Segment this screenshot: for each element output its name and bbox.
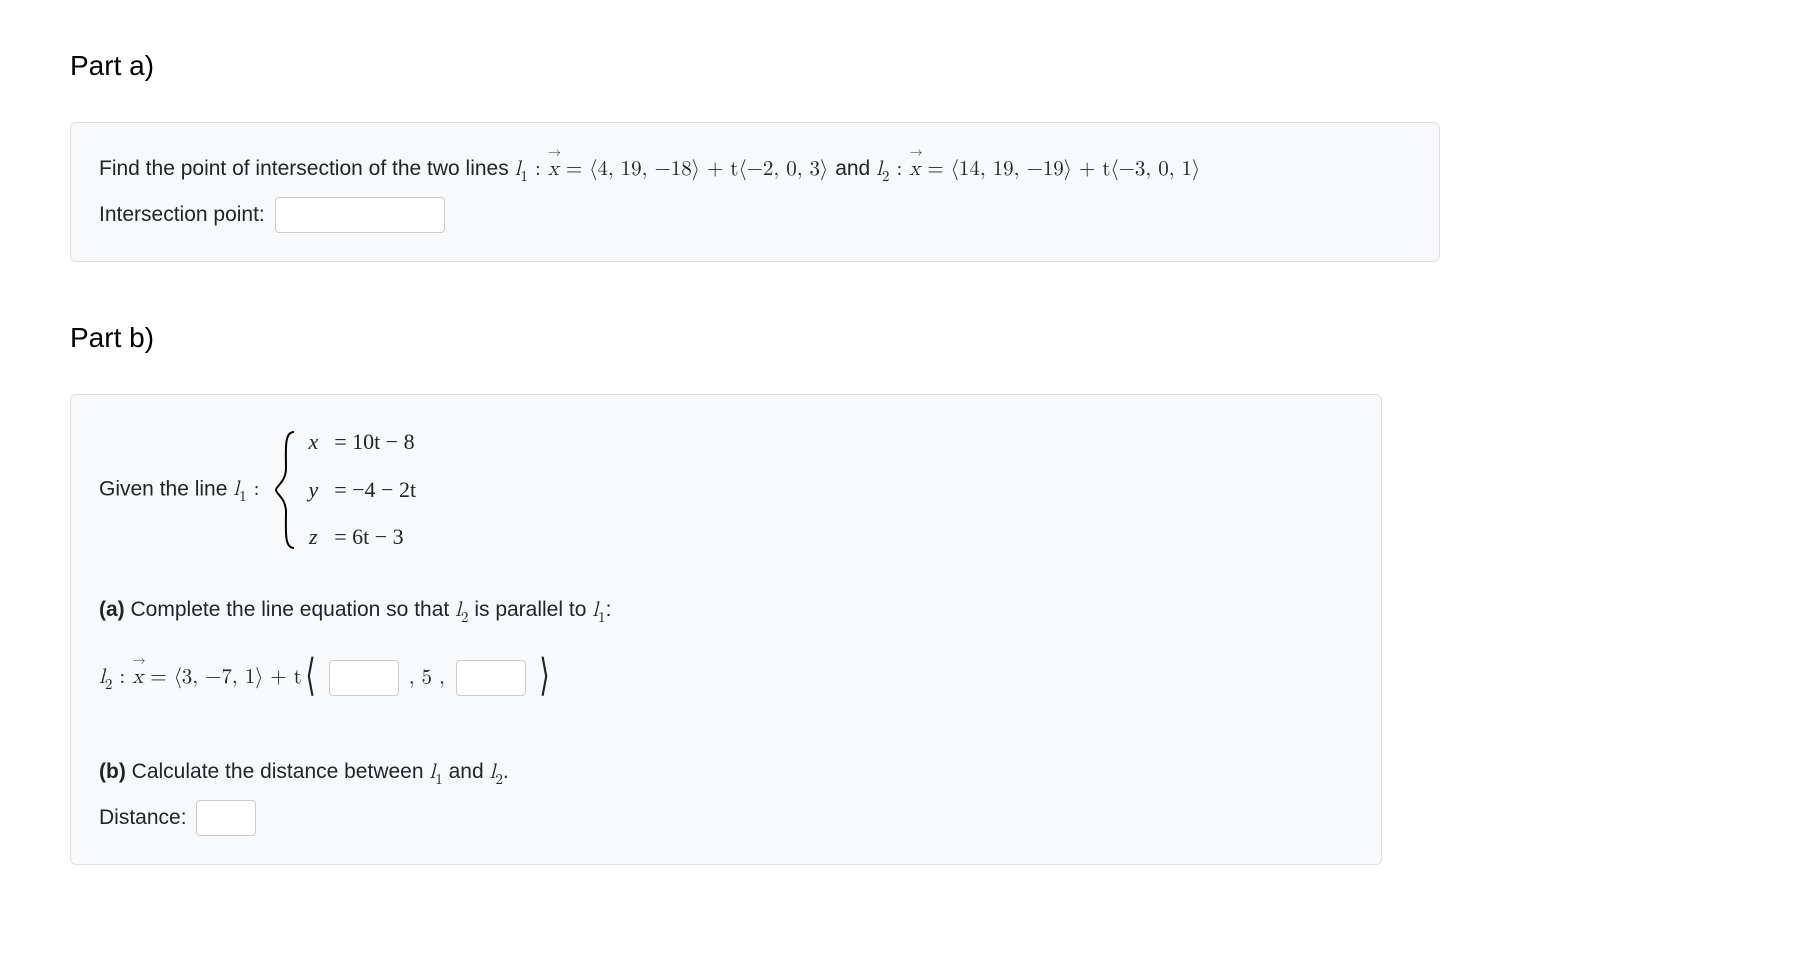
part-a-answer-row: Intersection point: bbox=[99, 195, 1411, 235]
b-l1-sub: 1 bbox=[239, 489, 247, 504]
system-wrap: x = 10t − 8 y = −4 − 2t z = 6t − 3 bbox=[274, 421, 416, 558]
eq-l2: l bbox=[99, 667, 105, 688]
l1-point: ⟨4, 19, −18⟩ bbox=[589, 159, 700, 180]
left-brace-icon bbox=[274, 430, 300, 550]
part-b-qa-equation: l2 : x = ⟨3, −7, 1⟩ + t⟨ , 5 , ⟩ bbox=[99, 636, 1353, 720]
qb-label: (b) bbox=[99, 760, 126, 783]
eq-eq: = bbox=[143, 667, 173, 688]
qb-period: . bbox=[503, 760, 509, 783]
intersection-label: Intersection point: bbox=[99, 203, 271, 226]
part-b-header: Part b) bbox=[70, 322, 1734, 354]
l2-sub: 2 bbox=[882, 169, 890, 184]
part-b-distance-row: Distance: bbox=[99, 798, 1353, 838]
part-b-given-row: Given the line l1 : x = 10t − 8 y = −4 −… bbox=[99, 421, 1353, 558]
qa-l2-sub: 2 bbox=[461, 610, 469, 625]
rangle-icon: ⟩ bbox=[539, 634, 549, 718]
xvec-1: x bbox=[548, 150, 559, 190]
l1-sub: 1 bbox=[520, 169, 528, 184]
mid-value: , 5 , bbox=[409, 667, 452, 688]
eq-xvec: x bbox=[132, 658, 143, 698]
sys-x-rhs: = 10t − 8 bbox=[334, 421, 416, 463]
part-b-box: Given the line l 1 : x = 10t − 8 y = −4 −… bbox=[70, 394, 1382, 865]
distance-input[interactable] bbox=[196, 800, 256, 836]
sys-z-rhs: = 6t − 3 bbox=[334, 516, 416, 558]
eq-1: = bbox=[559, 159, 589, 180]
qa-parallel: is parallel to bbox=[474, 598, 592, 621]
part-a-prefix: Find the point of intersection of the tw… bbox=[99, 157, 515, 180]
dir-x-input[interactable] bbox=[329, 660, 399, 696]
qa-l1-sub: 1 bbox=[598, 610, 606, 625]
eq-l2-sub: 2 bbox=[105, 677, 113, 692]
and-text: and bbox=[835, 157, 876, 180]
qa-colon-end: : bbox=[606, 598, 612, 621]
b-colon: : bbox=[247, 479, 267, 500]
qa-text: Complete the line equation so that bbox=[131, 598, 456, 621]
part-b-qb-text: (b) Calculate the distance between l1 an… bbox=[99, 752, 1353, 794]
qb-l1-sub: 1 bbox=[435, 772, 443, 787]
colon-2: : bbox=[889, 159, 909, 180]
part-a-prompt: Find the point of intersection of the tw… bbox=[99, 149, 1411, 191]
given-prefix: Given the line bbox=[99, 477, 233, 500]
sys-x: x bbox=[308, 421, 318, 463]
colon-1: : bbox=[528, 159, 548, 180]
part-a-header: Part a) bbox=[70, 50, 1734, 82]
eq-point: ⟨3, −7, 1⟩ bbox=[174, 667, 264, 688]
l2-dir: ⟨−3, 0, 1⟩ bbox=[1110, 159, 1200, 180]
l2-point: ⟨14, 19, −19⟩ bbox=[951, 159, 1072, 180]
distance-label: Distance: bbox=[99, 806, 192, 829]
sys-y-rhs: = −4 − 2t bbox=[334, 469, 416, 511]
qb-and: and bbox=[449, 760, 490, 783]
xvec-2: x bbox=[909, 150, 920, 190]
qb-text: Calculate the distance between bbox=[132, 760, 430, 783]
dir-z-input[interactable] bbox=[456, 660, 526, 696]
langle-icon: ⟨ bbox=[305, 634, 315, 718]
plus-t-1: + t bbox=[700, 159, 738, 180]
sys-z: z bbox=[308, 516, 318, 558]
qb-l2-sub: 2 bbox=[495, 772, 503, 787]
eq-2: = bbox=[920, 159, 950, 180]
sys-y: y bbox=[308, 469, 318, 511]
qa-label: (a) bbox=[99, 598, 125, 621]
part-a-box: Find the point of intersection of the tw… bbox=[70, 122, 1440, 262]
system-grid: x = 10t − 8 y = −4 − 2t z = 6t − 3 bbox=[308, 421, 416, 558]
page-container: Part a) Find the point of intersection o… bbox=[0, 0, 1804, 975]
intersection-input[interactable] bbox=[275, 197, 445, 233]
eq-colon: : bbox=[112, 667, 132, 688]
eq-plus-t: + t bbox=[263, 667, 301, 688]
plus-t-2: + t bbox=[1072, 159, 1110, 180]
l1-dir: ⟨−2, 0, 3⟩ bbox=[738, 159, 828, 180]
part-b-qa-text: (a) Complete the line equation so that l… bbox=[99, 590, 1353, 632]
